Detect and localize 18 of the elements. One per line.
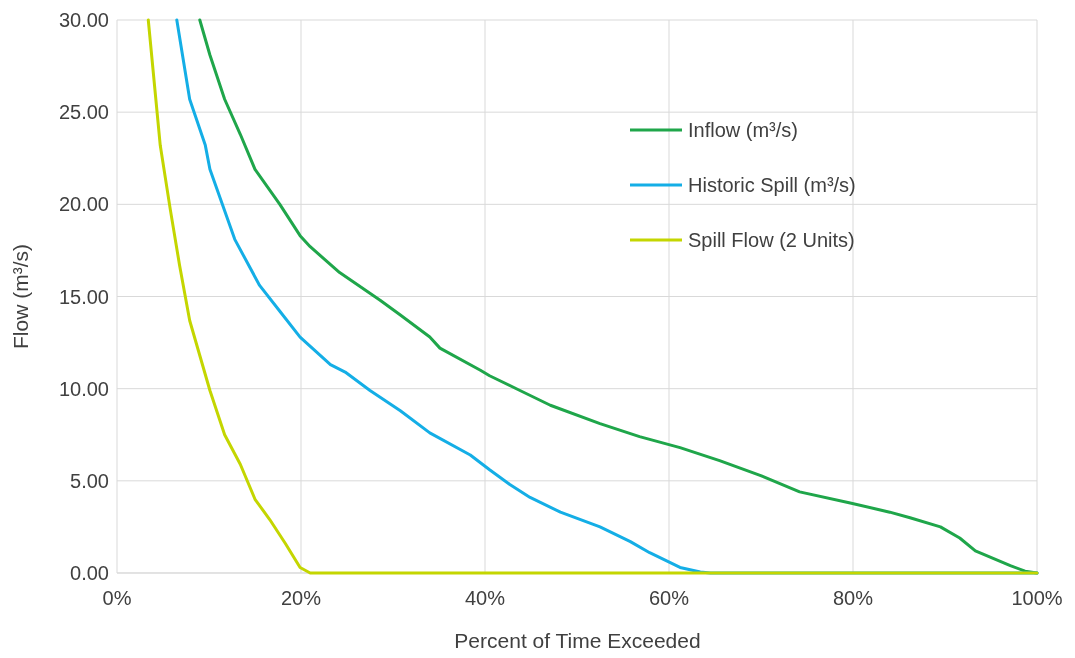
- x-axis-title: Percent of Time Exceeded: [454, 629, 701, 652]
- y-tick-label: 30.00: [58, 9, 109, 31]
- y-tick-label: 25.00: [58, 101, 109, 124]
- legend-label: Spill Flow (2 Units): [688, 229, 855, 251]
- y-axis-title: Flow (m³/s): [9, 244, 32, 349]
- legend-label: Historic Spill (m³/s): [688, 174, 856, 196]
- legend-label: Inflow (m³/s): [688, 119, 798, 141]
- x-tick-label: 20%: [280, 587, 322, 609]
- y-tick-label: 5.00: [70, 469, 109, 492]
- y-tick-label: 15.00: [58, 285, 109, 308]
- y-tick-label: 0.00: [70, 562, 109, 584]
- y-tick-label: 10.00: [58, 377, 109, 400]
- x-tick-label: 0%: [102, 587, 132, 609]
- x-tick-label: 60%: [648, 587, 690, 609]
- x-tick-label: 40%: [464, 587, 506, 609]
- x-tick-label: 80%: [832, 587, 874, 609]
- x-tick-label: 100%: [1011, 587, 1063, 609]
- y-tick-label: 20.00: [58, 193, 109, 216]
